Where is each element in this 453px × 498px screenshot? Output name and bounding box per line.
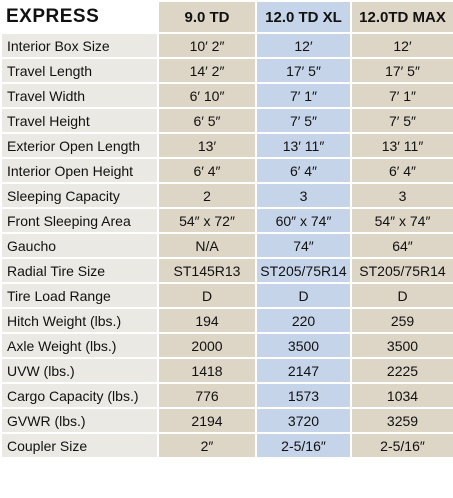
cell: D [255,282,352,309]
row-label: Hitch Weight (lbs.) [0,307,159,334]
cell: 12′ [350,32,453,59]
cell: 220 [255,307,352,334]
cell: 17′ 5″ [350,57,453,84]
cell: ST145R13 [157,257,257,284]
cell: 2 [157,182,257,209]
table-row: Interior Box Size 10′ 2″ 12′ 12′ [0,32,453,59]
table-row: Coupler Size 2″ 2-5/16″ 2-5/16″ [0,432,453,459]
cell: 13′ 11″ [255,132,352,159]
cell: 13′ [157,132,257,159]
cell: 17′ 5″ [255,57,352,84]
cell: 2-5/16″ [350,432,453,459]
cell: 3500 [255,332,352,359]
cell: 2″ [157,432,257,459]
cell: 2000 [157,332,257,359]
table-row: Cargo Capacity (lbs.) 776 1573 1034 [0,382,453,409]
row-label: Travel Length [0,57,159,84]
cell: 2194 [157,407,257,434]
cell: 3500 [350,332,453,359]
cell: 6′ 4″ [350,157,453,184]
cell: 6′ 4″ [255,157,352,184]
cell: 776 [157,382,257,409]
row-label: UVW (lbs.) [0,357,159,384]
table-row: Interior Open Height 6′ 4″ 6′ 4″ 6′ 4″ [0,157,453,184]
row-label: Axle Weight (lbs.) [0,332,159,359]
cell: 7′ 5″ [350,107,453,134]
row-label: Front Sleeping Area [0,207,159,234]
cell: 2147 [255,357,352,384]
table-row: UVW (lbs.) 1418 2147 2225 [0,357,453,384]
column-header: 9.0 TD [157,0,257,34]
row-label: Gaucho [0,232,159,259]
row-label: Interior Box Size [0,32,159,59]
cell: 6′ 5″ [157,107,257,134]
cell: 194 [157,307,257,334]
cell: 12′ [255,32,352,59]
cell: 7′ 5″ [255,107,352,134]
row-label: Tire Load Range [0,282,159,309]
table-row: Axle Weight (lbs.) 2000 3500 3500 [0,332,453,359]
cell: 6′ 10″ [157,82,257,109]
cell: D [350,282,453,309]
cell: D [157,282,257,309]
cell: 3 [255,182,352,209]
cell: 54″ x 74″ [350,207,453,234]
spec-table: EXPRESS 9.0 TD 12.0 TD XL 12.0TD MAX Inter… [0,0,453,459]
cell: 60″ x 74″ [255,207,352,234]
row-label: Travel Height [0,107,159,134]
table-title: EXPRESS [0,0,159,34]
cell: 1573 [255,382,352,409]
cell: ST205/75R14 [255,257,352,284]
cell: 13′ 11″ [350,132,453,159]
table-row: Hitch Weight (lbs.) 194 220 259 [0,307,453,334]
cell: 259 [350,307,453,334]
header-row: EXPRESS 9.0 TD 12.0 TD XL 12.0TD MAX [0,0,453,34]
cell: 54″ x 72″ [157,207,257,234]
cell: 3259 [350,407,453,434]
row-label: Travel Width [0,82,159,109]
cell: 6′ 4″ [157,157,257,184]
table-body: Interior Box Size 10′ 2″ 12′ 12′ Travel Leng… [0,32,453,459]
cell: 7′ 1″ [350,82,453,109]
cell: 1034 [350,382,453,409]
table-row: Front Sleeping Area 54″ x 72″ 60″ x 74″ 54″… [0,207,453,234]
cell: 74″ [255,232,352,259]
column-header: 12.0TD MAX [350,0,453,34]
row-label: Interior Open Height [0,157,159,184]
column-header: 12.0 TD XL [255,0,352,34]
cell: 3720 [255,407,352,434]
cell: ST205/75R14 [350,257,453,284]
table-row: Sleeping Capacity 2 3 3 [0,182,453,209]
table-row: Radial Tire Size ST145R13 ST205/75R14 ST205… [0,257,453,284]
table-row: Gaucho N/A 74″ 64″ [0,232,453,259]
row-label: GVWR (lbs.) [0,407,159,434]
table-row: Travel Height 6′ 5″ 7′ 5″ 7′ 5″ [0,107,453,134]
table-row: Tire Load Range D D D [0,282,453,309]
cell: 2225 [350,357,453,384]
row-label: Sleeping Capacity [0,182,159,209]
cell: 3 [350,182,453,209]
cell: 2-5/16″ [255,432,352,459]
row-label: Coupler Size [0,432,159,459]
row-label: Cargo Capacity (lbs.) [0,382,159,409]
row-label: Radial Tire Size [0,257,159,284]
table-row: Travel Width 6′ 10″ 7′ 1″ 7′ 1″ [0,82,453,109]
row-label: Exterior Open Length [0,132,159,159]
cell: N/A [157,232,257,259]
cell: 14′ 2″ [157,57,257,84]
table-row: GVWR (lbs.) 2194 3720 3259 [0,407,453,434]
cell: 64″ [350,232,453,259]
table-row: Travel Length 14′ 2″ 17′ 5″ 17′ 5″ [0,57,453,84]
cell: 10′ 2″ [157,32,257,59]
cell: 7′ 1″ [255,82,352,109]
cell: 1418 [157,357,257,384]
table-row: Exterior Open Length 13′ 13′ 11″ 13′ 11″ [0,132,453,159]
